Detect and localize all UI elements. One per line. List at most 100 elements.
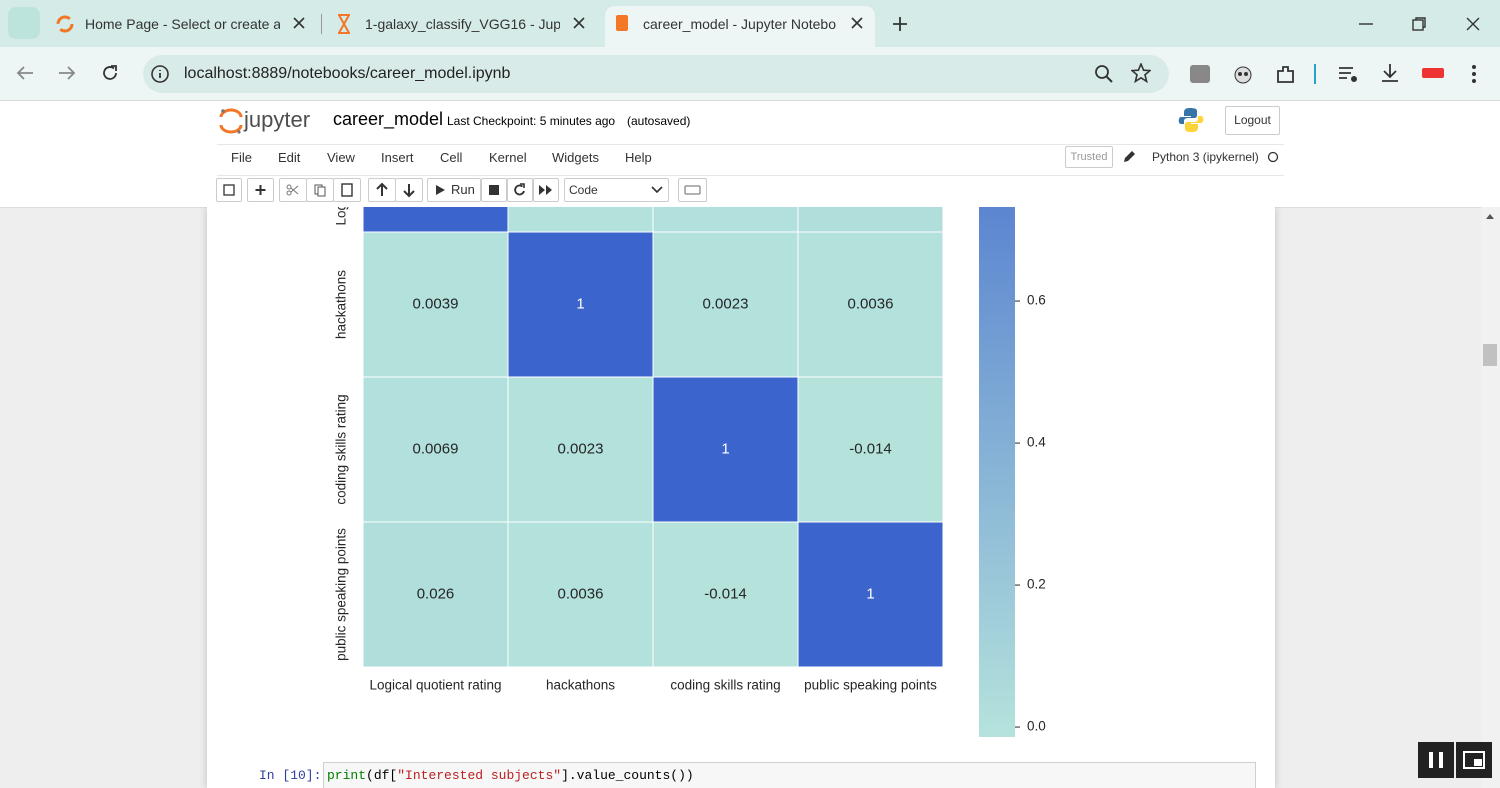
save-button[interactable] — [216, 178, 242, 202]
pause-button[interactable] — [1418, 742, 1454, 778]
extension[interactable] — [1188, 63, 1212, 85]
cell-value: 0.0036 — [558, 585, 604, 602]
tab-icon — [56, 15, 74, 33]
heatmap-cell — [362, 231, 509, 378]
heatmap-cell — [362, 207, 509, 233]
site-info[interactable] — [150, 64, 170, 84]
python-logo — [1178, 108, 1204, 132]
tab-close[interactable] — [293, 17, 305, 29]
colorbar-tick-label: 0.2 — [1027, 577, 1046, 592]
cell-value: 1 — [866, 585, 874, 602]
cell-value: -0.014 — [849, 440, 892, 457]
minimize[interactable] — [1358, 16, 1374, 32]
y-tick-label: hackathons — [334, 270, 349, 339]
media[interactable] — [1337, 64, 1359, 84]
tab-title[interactable]: Home Page - Select or create a — [85, 16, 280, 32]
tab-icon — [616, 15, 628, 31]
code-token: (df[ — [366, 768, 398, 783]
move-up-button[interactable] — [368, 178, 396, 202]
tab-title[interactable]: 1-galaxy_classify_VGG16 - Jupyt — [365, 16, 560, 32]
active-tab[interactable] — [605, 6, 875, 47]
code-input[interactable] — [323, 762, 1256, 788]
menu-item[interactable]: Cell — [440, 150, 463, 165]
trusted-indicator[interactable]: Trusted — [1065, 146, 1113, 168]
toolbar-divider — [1314, 64, 1316, 84]
tab-close[interactable] — [851, 17, 863, 29]
heatmap-cell — [797, 231, 944, 378]
menu-item[interactable]: Edit — [278, 150, 301, 165]
heatmap-cell — [362, 521, 509, 668]
jupyter-logo[interactable] — [218, 107, 244, 135]
forward[interactable] — [58, 65, 76, 81]
bookmark[interactable] — [1131, 63, 1151, 83]
back[interactable] — [16, 65, 34, 81]
insert-cell-button[interactable] — [247, 178, 274, 202]
code-token: ].value_counts()) — [561, 768, 694, 783]
scroll-thumb[interactable] — [1483, 344, 1497, 366]
extensions[interactable] — [1275, 63, 1297, 85]
x-tick-label: hackathons — [546, 678, 615, 693]
zoom[interactable] — [1094, 64, 1114, 84]
code-token: print — [327, 768, 367, 783]
notebook-area: 10.00390.00690.0260.003910.00230.00360.0… — [0, 207, 1500, 788]
stop-button[interactable] — [481, 178, 507, 202]
paste-button[interactable] — [333, 178, 361, 202]
heatmap-chart: 10.00390.00690.0260.003910.00230.00360.0… — [334, 207, 1046, 738]
colorbar-tick-label: 0.0 — [1027, 719, 1046, 734]
close-window[interactable] — [1465, 16, 1481, 32]
heatmap-cell — [507, 231, 654, 378]
cell-value: 0.026 — [417, 585, 455, 602]
kernel-indicator — [1267, 151, 1279, 163]
reload[interactable] — [101, 64, 119, 82]
menu-item[interactable]: Insert — [381, 150, 414, 165]
code-line: print(df["Interested subjects"].value_co… — [327, 768, 694, 783]
move-down-button[interactable] — [395, 178, 423, 202]
menu-item[interactable]: Help — [625, 150, 652, 165]
run-button[interactable]: Run — [427, 178, 481, 202]
restart-run-all-button[interactable] — [533, 178, 559, 202]
menu-item[interactable]: View — [327, 150, 355, 165]
extension[interactable] — [1421, 66, 1445, 80]
logout-button[interactable]: Logout — [1225, 106, 1280, 135]
menu-item[interactable]: Kernel — [489, 150, 527, 165]
edit-icon[interactable] — [1122, 150, 1136, 164]
x-tick-label: Logical quotient rating — [369, 678, 501, 693]
url[interactable]: localhost:8889/notebooks/career_model.ip… — [184, 65, 511, 82]
tab-close[interactable] — [573, 17, 585, 29]
scroll-up[interactable] — [1485, 212, 1495, 220]
heatmap-cell — [797, 376, 944, 523]
jupyter-wordmark[interactable]: jupyter — [244, 107, 311, 132]
checkpoint: Last Checkpoint: 5 minutes ago — [447, 114, 616, 128]
extension[interactable] — [1232, 63, 1254, 85]
heatmap-cell — [797, 207, 944, 233]
cell-value: 0.0036 — [848, 295, 894, 312]
menu-item[interactable]: Widgets — [552, 150, 599, 165]
cell-value: -0.014 — [704, 585, 747, 602]
heatmap-cell — [507, 376, 654, 523]
menu-item[interactable]: File — [231, 150, 252, 165]
heatmap-cell — [652, 521, 799, 668]
pip-button[interactable] — [1456, 742, 1492, 778]
tab-icon — [338, 14, 350, 34]
scrollbar[interactable] — [1481, 207, 1500, 788]
colorbar-tick-label: 0.6 — [1027, 293, 1046, 308]
cell-type-select[interactable]: Code — [564, 178, 669, 202]
restart-button[interactable] — [507, 178, 533, 202]
cell-value: 0.0069 — [413, 440, 459, 457]
heatmap-cell — [652, 207, 799, 233]
new-tab[interactable] — [892, 16, 908, 32]
downloads[interactable] — [1379, 62, 1401, 84]
tab-separator — [321, 14, 322, 34]
heatmap-cell — [797, 521, 944, 668]
omnibox[interactable] — [143, 55, 1169, 93]
restore[interactable] — [1411, 16, 1427, 32]
tab-title[interactable]: career_model - Jupyter Notebo — [643, 16, 836, 32]
x-tick-label: coding skills rating — [670, 678, 780, 693]
menu[interactable] — [1468, 63, 1480, 85]
copy-button[interactable] — [306, 178, 334, 202]
cut-button[interactable] — [279, 178, 307, 202]
command-palette-button[interactable] — [678, 178, 707, 202]
tab-list-button[interactable] — [8, 7, 40, 39]
notebook-name[interactable]: career_model — [333, 109, 444, 129]
